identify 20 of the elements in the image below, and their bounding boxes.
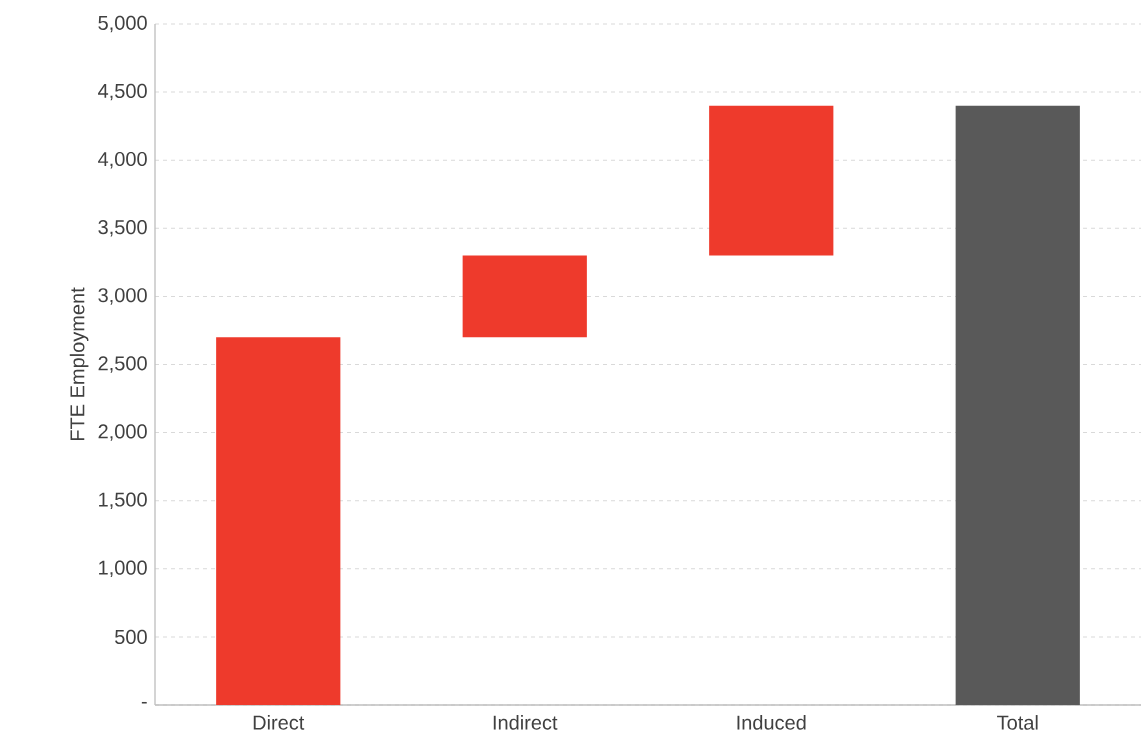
y-tick-label: 2,000 [98,424,147,441]
y-axis-title: FTE Employment [69,287,89,441]
y-tick-label: 1,500 [99,492,147,509]
y-tick-label: 5,000 [98,15,147,33]
y-tick-label: 4,500 [98,83,147,101]
x-tick-label: Direct [253,715,305,730]
y-tick-label: 2,500 [98,356,147,373]
y-tick-label: 500 [115,629,147,644]
bar [216,337,341,705]
y-tick-label: 3,000 [98,288,147,305]
bar [709,105,834,256]
bar [462,255,587,338]
y-tick-label: 1,000 [99,560,147,578]
x-tick-label: Induced [737,715,806,730]
x-tick-label: Indirect [493,715,558,730]
x-tick-label: Total [997,715,1038,730]
y-tick-label: 3,500 [98,220,147,237]
bar [955,105,1080,705]
y-tick-label: 4,000 [98,151,147,169]
y-tick-label: - [141,701,147,704]
